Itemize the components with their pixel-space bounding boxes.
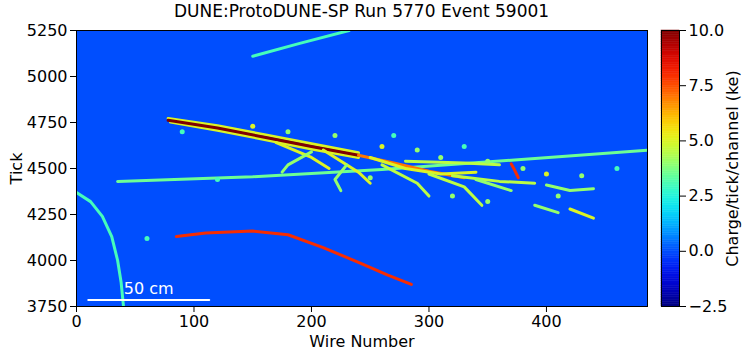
- html-text:DUNE:ProtoDUNE-SP Run 5770 Eve: DUNE:ProtoDUNE-SP Run 5770 Event 59001: [173, 1, 550, 21]
- svg-text:3750: 3750: [27, 297, 68, 316]
- svg-text:4250: 4250: [27, 205, 68, 224]
- svg-text:100: 100: [179, 312, 210, 331]
- svg-text:7.5: 7.5: [689, 76, 714, 95]
- svg-text:4500: 4500: [27, 159, 68, 178]
- svg-text:0: 0: [71, 312, 81, 331]
- svg-text:−2.5: −2.5: [689, 297, 728, 316]
- svg-text:5.0: 5.0: [689, 131, 714, 150]
- svg-text:300: 300: [414, 312, 445, 331]
- svg-text:Charge/tick/channel (ke): Charge/tick/channel (ke): [723, 70, 742, 266]
- svg-text:4750: 4750: [27, 113, 68, 132]
- svg-text:200: 200: [296, 312, 327, 331]
- svg-text:50 cm: 50 cm: [124, 279, 174, 298]
- svg-text:4000: 4000: [27, 251, 68, 270]
- svg-text:5250: 5250: [27, 22, 68, 40]
- svg-text:Wire Number: Wire Number: [309, 332, 415, 351]
- svg-text:Tick: Tick: [7, 152, 26, 186]
- svg-text:10.0: 10.0: [689, 22, 725, 40]
- svg-text:0.0: 0.0: [689, 241, 714, 260]
- svg-text:5000: 5000: [27, 67, 68, 86]
- svg-text:400: 400: [531, 312, 562, 331]
- svg-text:2.5: 2.5: [689, 186, 714, 205]
